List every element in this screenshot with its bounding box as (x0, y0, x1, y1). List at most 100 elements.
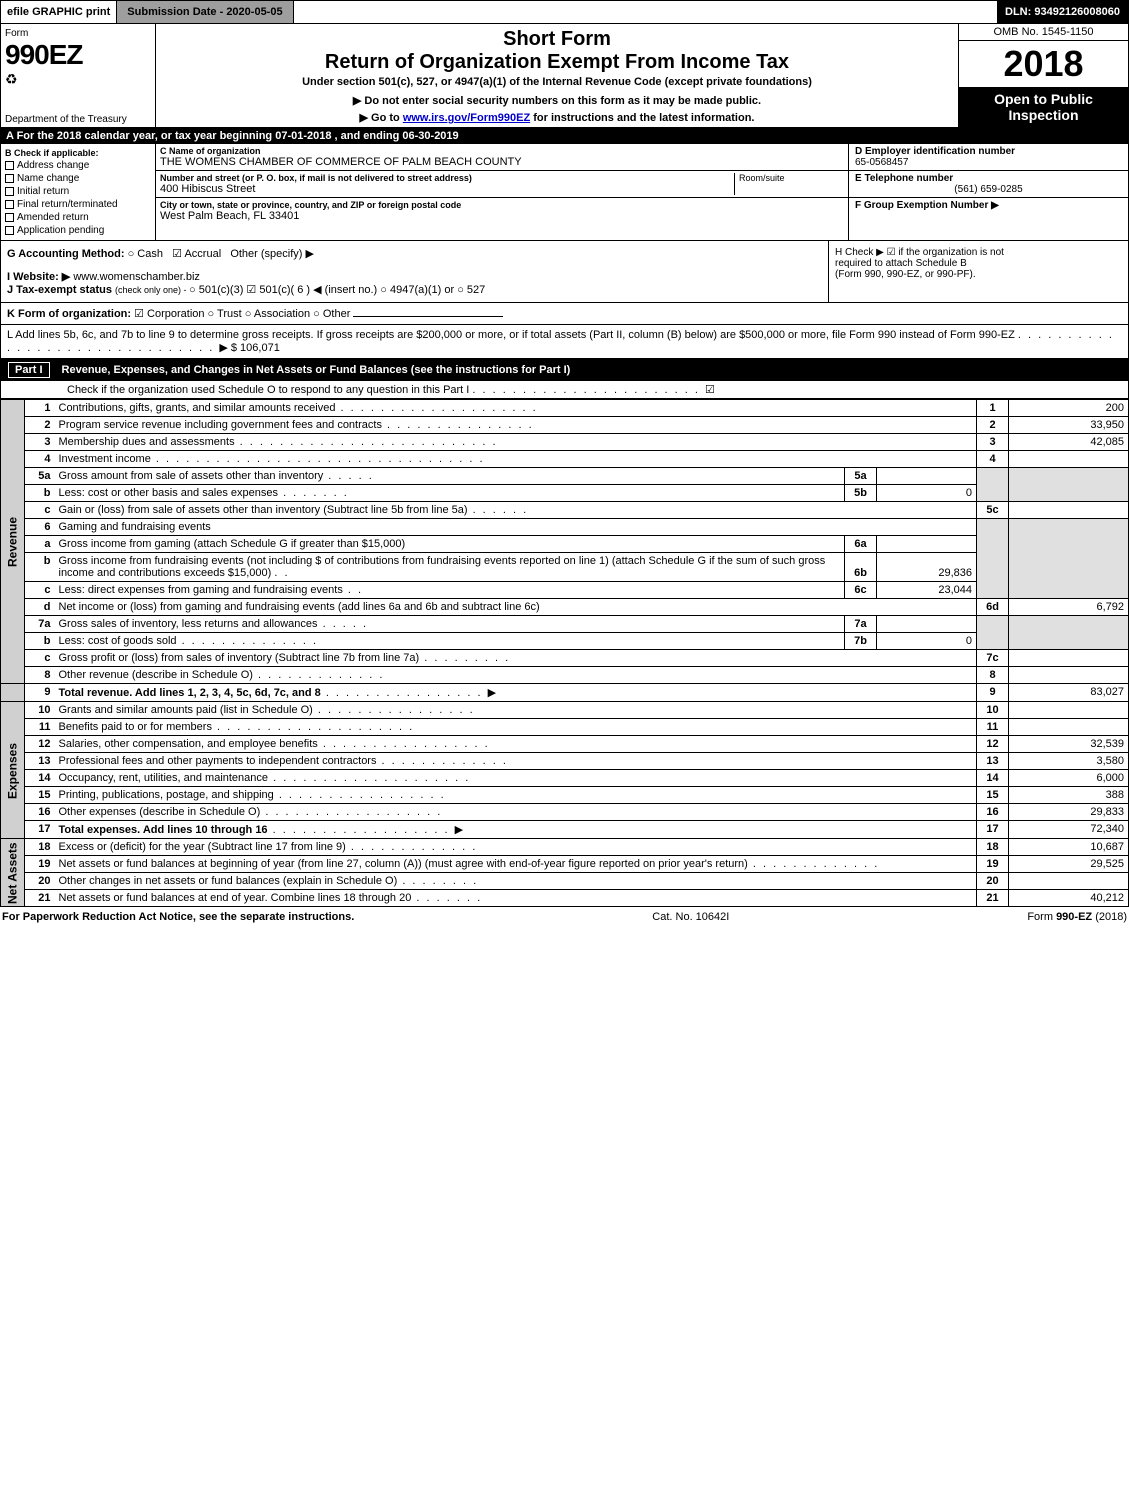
chk-application-pending[interactable]: Application pending (5, 225, 151, 236)
line-5a-num: 5a (25, 468, 55, 485)
line-5b-desc: Less: cost or other basis and sales expe… (59, 487, 279, 499)
chk-label-final: Final return/terminated (17, 199, 118, 210)
part-1-checkbox[interactable]: ☑ (705, 384, 715, 396)
line-h-3: (Form 990, 990-EZ, or 990-PF). (835, 269, 1122, 280)
group-exemption-row: F Group Exemption Number ▶ (849, 198, 1128, 213)
line-k-other-input[interactable] (353, 316, 503, 317)
recycle-icon: ♻ (5, 71, 151, 88)
line-16-amt: 29,833 (1009, 804, 1129, 821)
line-7a-mini: 7a (845, 616, 877, 633)
city-label: City or town, state or province, country… (160, 200, 844, 210)
line-8-num: 8 (25, 667, 55, 684)
form-title-block: Short Form Return of Organization Exempt… (156, 24, 958, 127)
table-row: 9 Total revenue. Add lines 1, 2, 3, 4, 5… (1, 684, 1129, 702)
line-11-desc: Benefits paid to or for members (59, 721, 212, 733)
table-row: 14 Occupancy, rent, utilities, and maint… (1, 770, 1129, 787)
chk-final-return[interactable]: Final return/terminated (5, 199, 151, 210)
line-6d-box: 6d (977, 599, 1009, 616)
line-i: I Website: ▶ www.womenschamber.biz (7, 270, 822, 283)
line-11-box: 11 (977, 719, 1009, 736)
efile-print-label[interactable]: efile GRAPHIC print (1, 1, 117, 23)
chk-label-name: Name change (17, 173, 79, 184)
row-a-tax-year: A For the 2018 calendar year, or tax yea… (0, 128, 1129, 144)
line-19-num: 19 (25, 856, 55, 873)
line-7b-mini: 7b (845, 633, 877, 650)
irs-link[interactable]: www.irs.gov/Form990EZ (403, 112, 530, 124)
line-13-amt: 3,580 (1009, 753, 1129, 770)
line-g: G Accounting Method: ○ Cash ☑ Accrual Ot… (7, 247, 822, 260)
gray-cell (977, 468, 1009, 502)
chk-label-amended: Amended return (17, 212, 89, 223)
line-9-amt: 83,027 (1009, 684, 1129, 702)
table-row: 6 Gaming and fundraising events (1, 519, 1129, 536)
title-short: Short Form (162, 28, 952, 51)
line-5b-num: b (25, 485, 55, 502)
table-row: Net Assets 18 Excess or (deficit) for th… (1, 839, 1129, 856)
part-1-table: Revenue 1 Contributions, gifts, grants, … (0, 399, 1129, 907)
line-7a-num: 7a (25, 616, 55, 633)
line-6c-num: c (25, 582, 55, 599)
ein-value: 65-0568457 (855, 157, 1122, 168)
line-1-num: 1 (25, 400, 55, 417)
col-b-title: B Check if applicable: (5, 148, 151, 158)
chk-name-change[interactable]: Name change (5, 173, 151, 184)
line-l-text: L Add lines 5b, 6c, and 7b to line 9 to … (7, 329, 1015, 341)
tax-year-begin: 07-01-2018 (275, 130, 331, 142)
chk-accrual[interactable]: ☑ (172, 248, 184, 260)
line-4-desc: Investment income (59, 453, 151, 465)
part-1-title: Revenue, Expenses, and Changes in Net As… (62, 364, 571, 376)
dept-text: Department of the Treasury (5, 114, 127, 125)
chk-initial-return[interactable]: Initial return (5, 186, 151, 197)
line-l: L Add lines 5b, 6c, and 7b to line 9 to … (0, 325, 1129, 359)
chk-address-change[interactable]: Address change (5, 160, 151, 171)
row-a-prefix: A For the 2018 calendar year, or tax yea… (6, 130, 275, 142)
city-value: West Palm Beach, FL 33401 (160, 210, 844, 222)
table-row: Revenue 1 Contributions, gifts, grants, … (1, 400, 1129, 417)
line-6b-miniamt: 29,836 (877, 553, 977, 582)
line-21-amt: 40,212 (1009, 890, 1129, 907)
omb-number: OMB No. 1545-1150 (959, 24, 1128, 41)
line-6-desc: Gaming and fundraising events (55, 519, 977, 536)
table-row: c Less: direct expenses from gaming and … (1, 582, 1129, 599)
street-row: Number and street (or P. O. box, if mail… (156, 171, 848, 198)
top-bar: efile GRAPHIC print Submission Date - 20… (0, 0, 1129, 24)
table-row: Expenses 10 Grants and similar amounts p… (1, 702, 1129, 719)
table-row: 5a Gross amount from sale of assets othe… (1, 468, 1129, 485)
phone-value: (561) 659-0285 (855, 184, 1122, 195)
line-1-box: 1 (977, 400, 1009, 417)
line-7a-desc: Gross sales of inventory, less returns a… (59, 618, 318, 630)
line-20-desc: Other changes in net assets or fund bala… (59, 875, 398, 887)
gray-cell (1009, 616, 1129, 650)
line-10-box: 10 (977, 702, 1009, 719)
cash-label: Cash (137, 248, 163, 260)
line-9-num: 9 (25, 684, 55, 702)
city-row: City or town, state or province, country… (156, 198, 848, 224)
part-1-check-text: Check if the organization used Schedule … (67, 384, 469, 396)
tax-year-end: 06-30-2019 (402, 130, 458, 142)
line-8-amt (1009, 667, 1129, 684)
table-row: 20 Other changes in net assets or fund b… (1, 873, 1129, 890)
revenue-side-label: Revenue (1, 400, 25, 684)
line-14-num: 14 (25, 770, 55, 787)
row-a-mid: , and ending (335, 130, 403, 142)
footer-right: Form 990-EZ (2018) (1027, 911, 1127, 923)
line-2-num: 2 (25, 417, 55, 434)
table-row: 17 Total expenses. Add lines 10 through … (1, 821, 1129, 839)
section-bcdef: B Check if applicable: Address change Na… (0, 144, 1129, 241)
line-7c-desc: Gross profit or (loss) from sales of inv… (59, 652, 420, 664)
subtitle-2: ▶ Do not enter social security numbers o… (162, 94, 952, 107)
col-c-org-info: C Name of organization THE WOMENS CHAMBE… (156, 144, 848, 240)
group-exemption-label: F Group Exemption Number ▶ (855, 200, 999, 211)
line-13-desc: Professional fees and other payments to … (59, 755, 377, 767)
revenue-side-end (1, 684, 25, 702)
line-h-2: required to attach Schedule B (835, 258, 1122, 269)
chk-amended-return[interactable]: Amended return (5, 212, 151, 223)
title-main: Return of Organization Exempt From Incom… (162, 51, 952, 74)
table-row: b Less: cost or other basis and sales ex… (1, 485, 1129, 502)
sub3-suffix: for instructions and the latest informat… (530, 112, 754, 124)
chk-cash[interactable]: ○ (128, 248, 138, 260)
ein-label: D Employer identification number (855, 146, 1122, 157)
line-16-desc: Other expenses (describe in Schedule O) (59, 806, 261, 818)
line-5c-box: 5c (977, 502, 1009, 519)
chk-label-initial: Initial return (17, 186, 69, 197)
